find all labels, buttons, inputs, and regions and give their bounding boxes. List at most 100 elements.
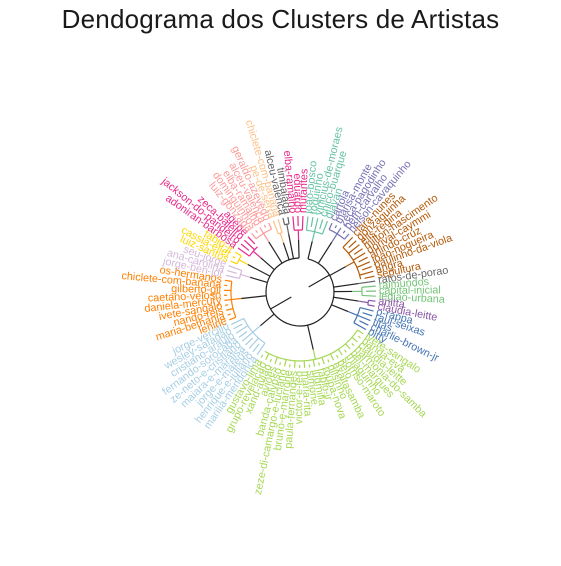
cluster-arc: [248, 246, 258, 257]
cluster-stem: [345, 261, 355, 268]
inner-branch: [307, 325, 314, 350]
leaf-label: maria-rita: [299, 370, 314, 416]
cluster-stem: [238, 259, 249, 266]
leaf-branch: [361, 265, 372, 271]
leaf-branch: [237, 247, 250, 257]
leaf-branch: [240, 243, 250, 251]
leaf-branch: [234, 251, 242, 257]
leaf-label: simone: [304, 370, 320, 406]
leaf-label: caetano-veloso: [148, 289, 222, 304]
dendrogram-branches: [224, 216, 377, 369]
leaf-branch: [361, 294, 376, 297]
leaf-branch: [268, 222, 273, 230]
cluster-stem: [347, 311, 358, 316]
chart-title: Dendograma dos Clusters de Artistas: [61, 4, 500, 34]
leaf-branch: [260, 354, 264, 358]
cluster-arc: [230, 281, 237, 318]
leaf-branch: [328, 222, 333, 230]
leaf-branch: [224, 298, 232, 301]
leaf-branch: [251, 232, 257, 240]
leaf-branch: [229, 316, 237, 321]
leaf-branch: [329, 353, 335, 361]
leaf-branch: [225, 274, 240, 280]
leaf-branch: [265, 353, 270, 361]
leaf-branch: [230, 260, 238, 265]
leaf-label: anitta: [378, 295, 406, 310]
leaf-branch: [335, 354, 339, 359]
leaf-branch: [318, 362, 321, 366]
leaf-branch: [224, 279, 232, 282]
leaf-branch: [356, 261, 371, 268]
inner-branch: [307, 241, 313, 260]
cluster-stem: [252, 325, 261, 333]
inner-branch: [288, 233, 295, 259]
inner-branch: [260, 313, 275, 327]
leaf-branch: [243, 239, 256, 251]
inner-branch: [333, 296, 359, 302]
leaf-branch: [231, 317, 245, 325]
inner-branch: [268, 241, 283, 264]
leaf-branch: [342, 236, 354, 248]
leaf-branch: [359, 306, 374, 312]
leaf-branch: [334, 225, 338, 229]
leaf-branch: [226, 269, 237, 274]
leaf-branch: [342, 230, 346, 234]
leaf-branch: [259, 227, 265, 234]
leaf-branch: [327, 359, 330, 363]
leaf-branch: [368, 280, 376, 283]
inner-branch: [333, 282, 359, 288]
leaf-branch: [313, 217, 319, 232]
leaf-branch: [284, 359, 287, 367]
leaf-branch: [312, 359, 316, 367]
cluster-stem: [312, 349, 317, 360]
leaf-branch: [343, 233, 350, 240]
inner-branch: [282, 242, 290, 260]
cluster-stem: [263, 233, 270, 243]
leaf-branch: [248, 337, 259, 349]
leaf-label: paula-fernandes: [283, 370, 301, 449]
leaf-label: raimundos: [378, 276, 430, 292]
leaf-branch: [277, 219, 283, 233]
leaf-branch: [310, 217, 314, 228]
leaf-label: victor-e-leo: [293, 371, 305, 424]
leaf-branch: [344, 349, 347, 353]
root-branch: [308, 274, 330, 288]
inner-branch: [241, 295, 267, 300]
cluster-stem: [252, 250, 262, 259]
cluster-stem: [331, 233, 338, 243]
leaf-branch: [305, 216, 309, 231]
leaf-branch: [252, 343, 260, 353]
leaf-branch: [368, 299, 376, 302]
leaf-branch: [337, 349, 343, 356]
leaf-branch: [319, 219, 324, 230]
leaf-branch: [364, 275, 375, 279]
leaf-label: legiao-urbana: [379, 290, 446, 306]
leaf-branch: [357, 329, 364, 335]
leaf-label: elba-ramalho: [281, 150, 299, 214]
leaf-branch: [361, 285, 376, 288]
leaf-branch: [359, 320, 369, 326]
cluster-arc: [342, 246, 362, 280]
inner-branch: [247, 263, 271, 277]
leaf-branch: [279, 362, 282, 366]
leaf-label: capital-inicial: [379, 284, 441, 297]
leaf-branch: [238, 330, 248, 338]
leaf-branch: [351, 336, 358, 343]
cluster-stem: [279, 233, 284, 243]
cluster-stem: [358, 281, 369, 285]
leaf-branch: [287, 216, 290, 224]
leaf-branch: [226, 307, 234, 311]
leaf-branch: [353, 248, 363, 255]
leaf-branch: [358, 256, 368, 263]
leaf-branch: [351, 343, 355, 347]
leaf-branch: [233, 323, 243, 330]
leaf-branch: [274, 356, 278, 364]
leaf-branch: [232, 256, 236, 259]
inner-branch: [331, 304, 349, 313]
leaf-label: gilberto-gil: [171, 283, 221, 296]
inner-branch: [317, 241, 333, 264]
leaf-branch: [357, 335, 361, 339]
leaf-branch: [357, 314, 371, 322]
leaf-branch: [292, 216, 295, 231]
leaf-branch: [282, 217, 286, 225]
